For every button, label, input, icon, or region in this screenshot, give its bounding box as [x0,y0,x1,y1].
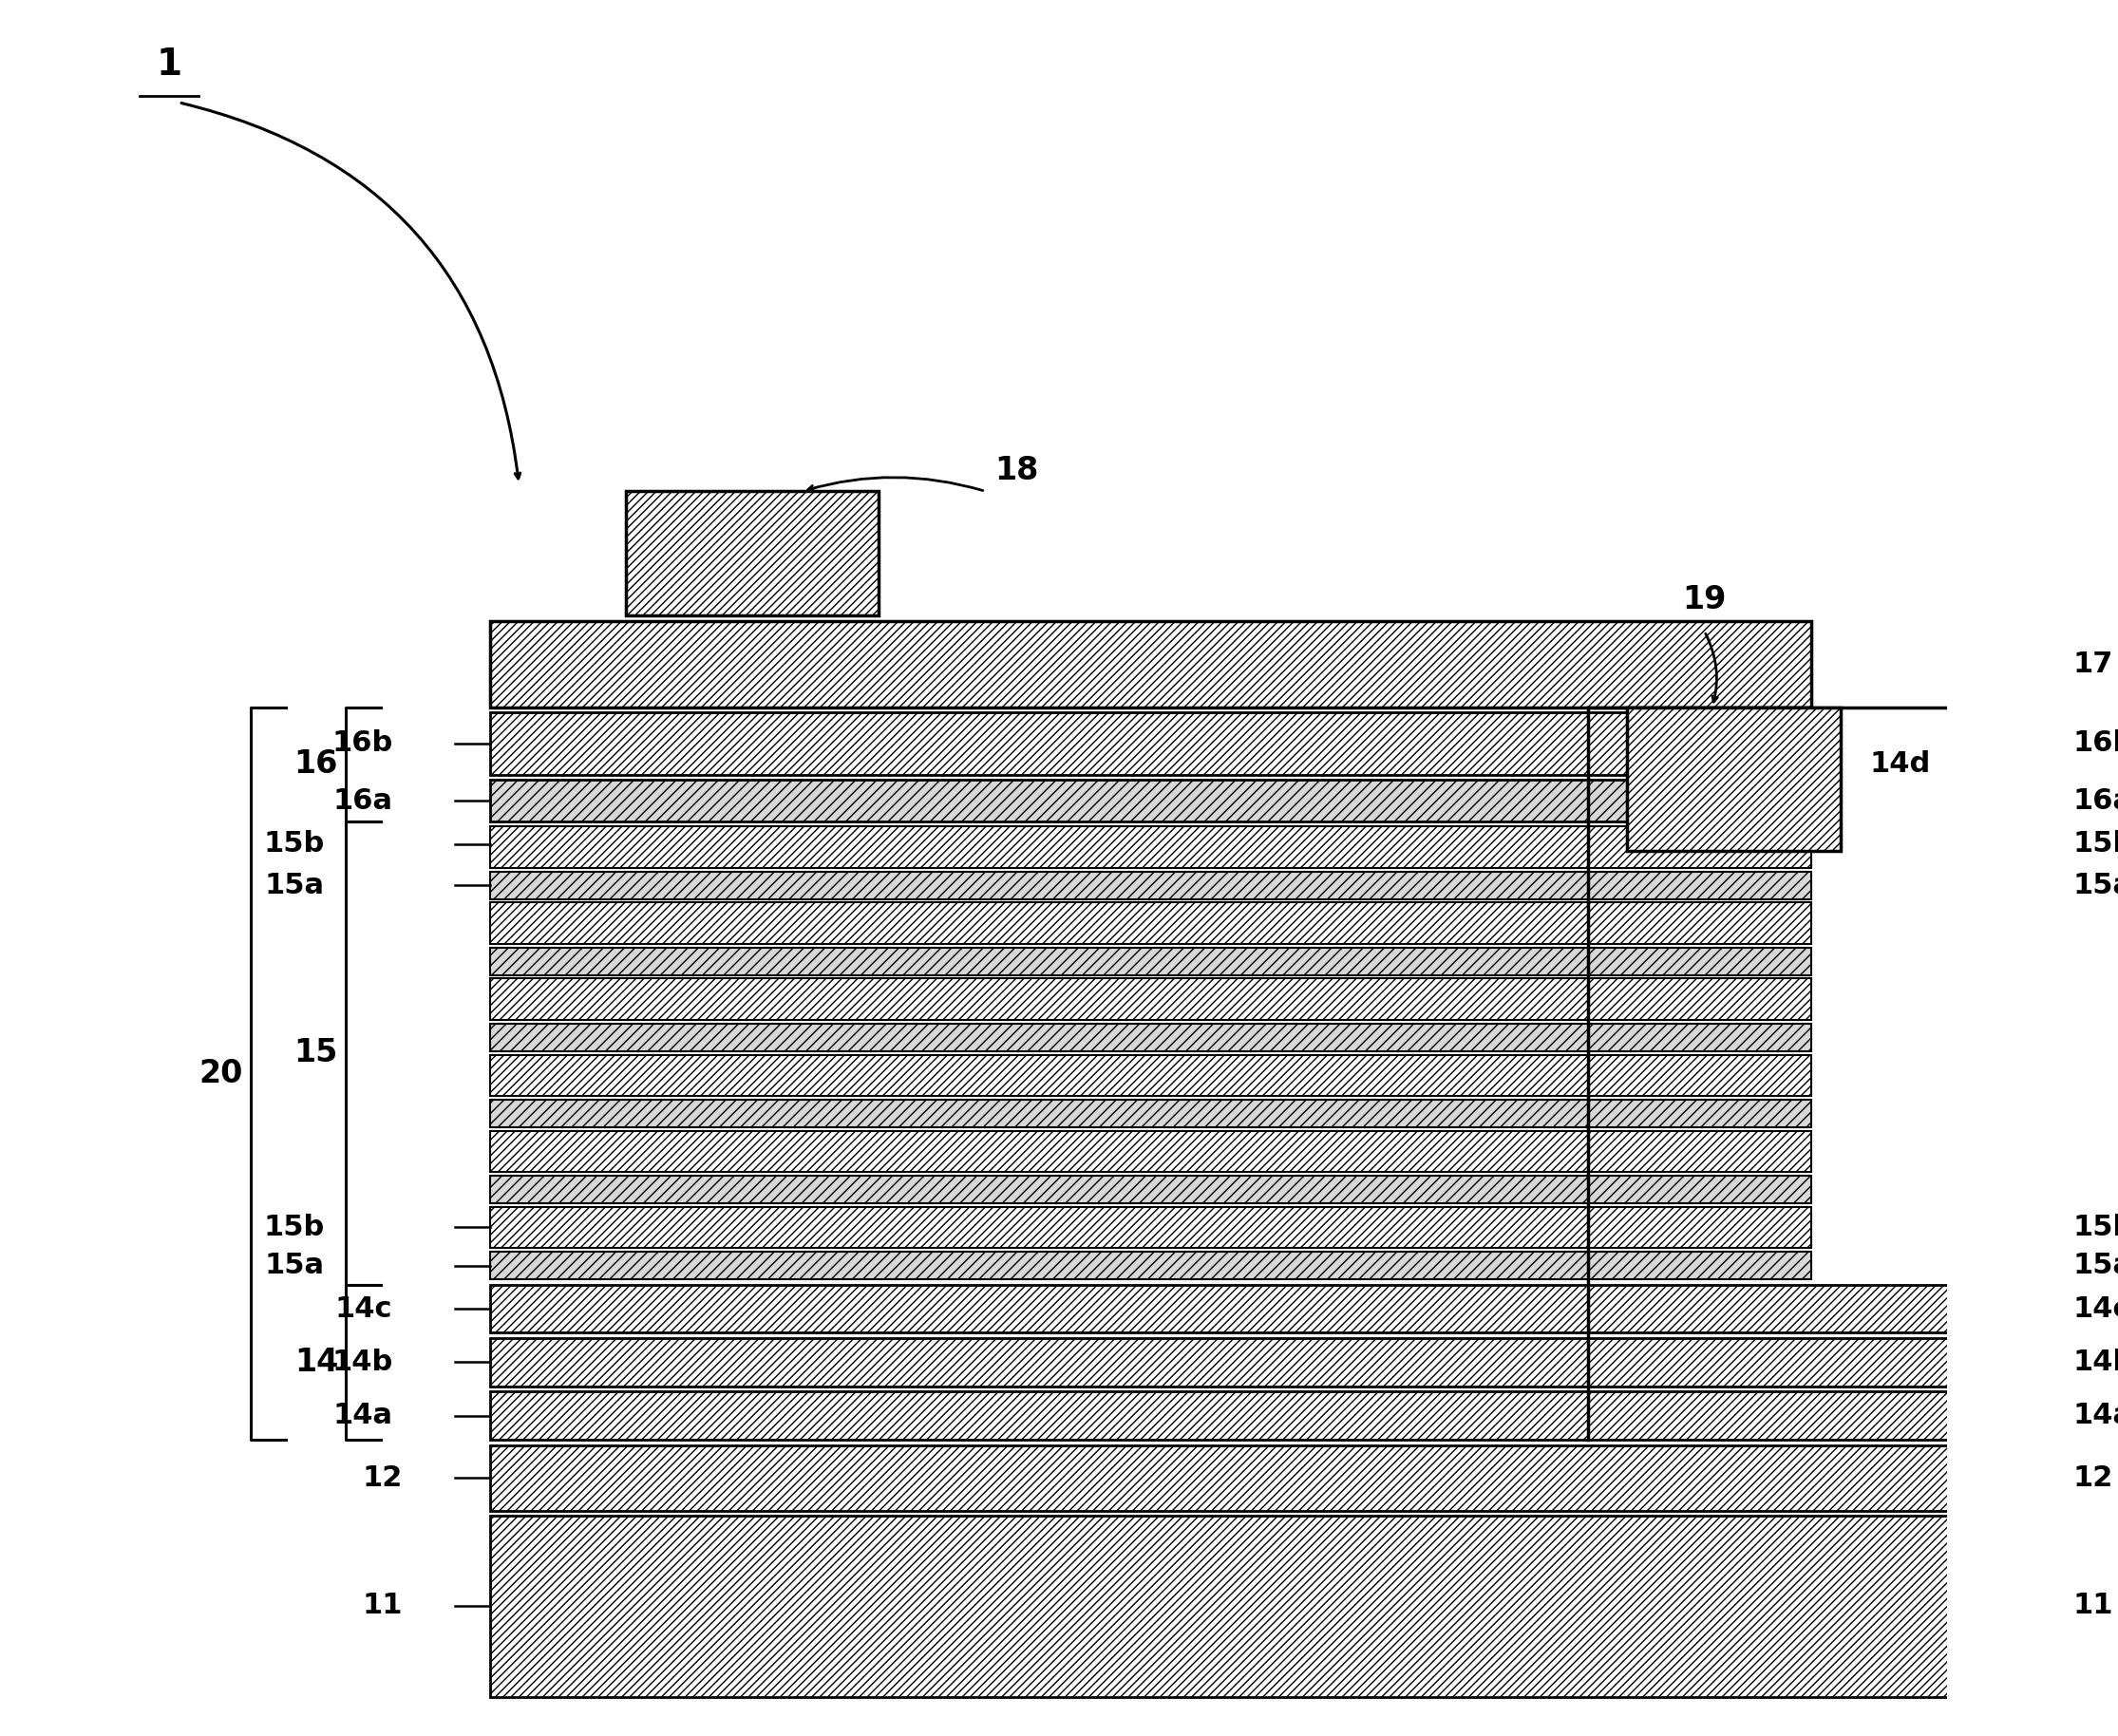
Bar [489,1055,1811,1095]
Bar [625,491,879,616]
Bar [489,1285,2035,1333]
Text: 16b: 16b [333,729,392,757]
Text: 1: 1 [157,47,182,83]
Text: 14a: 14a [2071,1403,2118,1429]
Bar [489,1516,2035,1698]
Bar [1627,707,1841,851]
Text: 20: 20 [199,1057,244,1088]
Bar [489,871,1811,899]
Bar [489,1444,2035,1510]
Text: 17: 17 [2071,651,2114,677]
Bar [489,1175,1811,1203]
Text: 11: 11 [362,1592,402,1620]
Text: 15b: 15b [263,830,324,858]
Text: 19: 19 [1682,585,1726,616]
Bar [489,1099,1811,1127]
Text: 14: 14 [294,1347,339,1378]
Bar [489,903,1811,944]
Bar [489,1024,1811,1052]
Bar [489,779,1811,821]
Bar [489,979,1811,1021]
Text: 12: 12 [2071,1463,2114,1491]
Text: 18: 18 [995,455,1040,486]
Text: 16a: 16a [333,786,392,814]
Bar [489,621,1811,707]
Text: 12: 12 [362,1463,402,1491]
Bar [489,712,1811,774]
Text: 15b: 15b [2071,830,2118,858]
Text: 14d: 14d [1870,750,1932,778]
Text: 15b: 15b [263,1213,324,1241]
Text: 11: 11 [2071,1592,2114,1620]
Bar [489,948,1811,976]
Text: 15a: 15a [2071,871,2118,899]
Bar [489,1252,1811,1279]
Bar [489,1207,1811,1248]
Text: 14b: 14b [2071,1349,2118,1377]
Text: 15a: 15a [2071,1252,2118,1279]
Bar [489,826,1811,868]
Text: 15b: 15b [2071,1213,2118,1241]
Text: 15a: 15a [265,1252,324,1279]
Text: 16a: 16a [2071,786,2118,814]
Bar [489,1130,1811,1172]
Text: 15: 15 [294,1036,339,1069]
Text: 14c: 14c [335,1295,392,1323]
Text: 15a: 15a [265,871,324,899]
Text: 14a: 14a [333,1403,392,1429]
Text: 16b: 16b [2071,729,2118,757]
Text: 16: 16 [294,748,339,779]
Text: 14c: 14c [2071,1295,2118,1323]
Text: 14b: 14b [333,1349,392,1377]
Bar [489,1392,2035,1439]
Bar [489,1338,2035,1387]
